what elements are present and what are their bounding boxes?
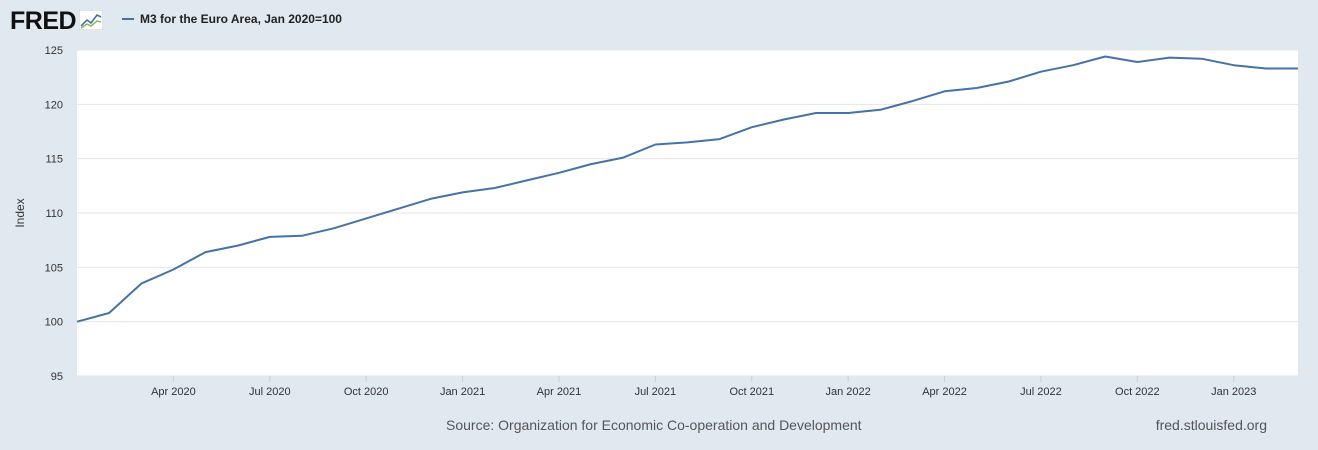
x-tick-label: Oct 2020 [344,386,389,398]
chart-legend[interactable]: M3 for the Euro Area, Jan 2020=100 [122,12,342,26]
y-tick-label: 110 [45,208,63,220]
legend-label: M3 for the Euro Area, Jan 2020=100 [140,12,342,26]
x-tick-label: Oct 2022 [1115,386,1160,398]
x-tick-label: Jul 2022 [1020,386,1062,398]
y-tick-label: 115 [45,154,63,166]
x-tick-label: Jul 2020 [249,386,291,398]
x-tick-label: Jan 2023 [1211,386,1256,398]
x-tick-label: Oct 2021 [729,386,774,398]
y-tick-label: 105 [45,262,63,274]
source-note: Source: Organization for Economic Co-ope… [446,417,862,433]
fred-logo[interactable]: FRED [10,7,104,36]
series-line-m3 [76,55,1298,323]
y-tick-label: 100 [45,317,63,329]
fred-logo-text: FRED [10,7,77,35]
x-tick-label: Apr 2020 [151,386,196,398]
y-tick-label: 95 [51,371,63,383]
x-tick-label: Apr 2022 [922,386,967,398]
legend-line-swatch [122,18,134,20]
line-chart: 95 100 105 110 115 120 125 Apr 2020 Jul 2020 Oct … [13,45,1298,398]
site-link[interactable]: fred.stlouisfed.org [1155,417,1267,433]
x-tick-label: Jul 2021 [635,386,677,398]
x-tick-label: Apr 2021 [537,386,582,398]
x-tick-label: Jan 2021 [440,386,485,398]
y-axis-label: Index [13,198,27,227]
x-tick-label: Jan 2022 [826,386,871,398]
line-chart-icon [79,10,104,30]
y-tick-label: 120 [45,99,63,111]
y-tick-label: 125 [45,45,63,57]
